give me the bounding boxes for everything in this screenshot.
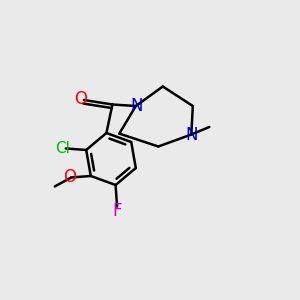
Text: O: O [63, 168, 76, 186]
Text: Cl: Cl [55, 141, 70, 156]
Text: O: O [74, 89, 87, 107]
Text: F: F [112, 202, 122, 220]
Text: N: N [185, 125, 198, 143]
Text: N: N [130, 97, 143, 115]
